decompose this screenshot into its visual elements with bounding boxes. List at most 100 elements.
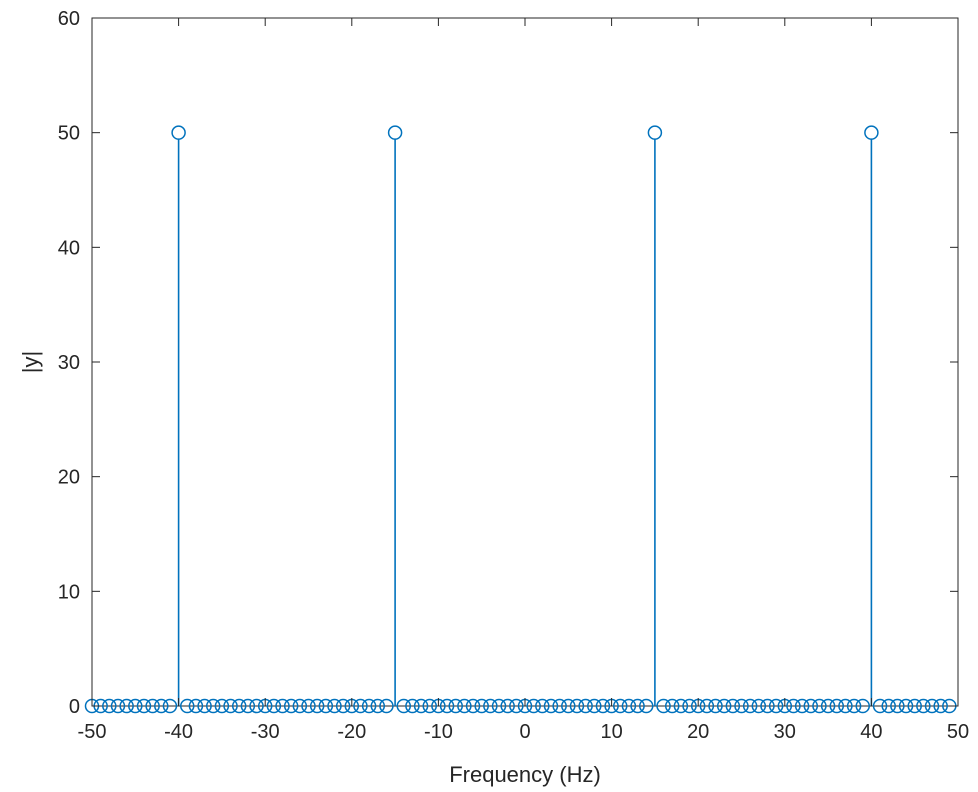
x-tick-label: -30 xyxy=(251,721,280,743)
stem-marker xyxy=(439,698,455,714)
stem-marker xyxy=(136,698,152,714)
stem-marker xyxy=(916,698,931,714)
stem-marker xyxy=(898,698,914,714)
x-tick-label: 30 xyxy=(774,721,796,743)
y-tick-label: 10 xyxy=(58,581,80,603)
stem-marker xyxy=(102,698,117,714)
markers xyxy=(84,125,957,714)
stem-marker xyxy=(500,698,515,714)
stem-marker xyxy=(708,698,723,714)
y-tick-label: 50 xyxy=(58,123,80,145)
stem-marker xyxy=(803,698,819,714)
stem-marker xyxy=(673,698,689,714)
x-tick-label: 20 xyxy=(687,721,709,743)
stem-marker xyxy=(370,698,386,714)
peak-marker xyxy=(864,125,879,140)
stem-marker xyxy=(924,698,940,714)
stem-marker xyxy=(413,698,429,714)
stem-marker xyxy=(855,698,870,714)
stem-marker xyxy=(483,698,498,714)
stem-marker xyxy=(422,698,437,714)
stem-marker xyxy=(552,698,567,714)
stem-marker xyxy=(145,698,160,714)
stem-marker xyxy=(214,698,230,714)
stem-marker xyxy=(716,698,732,714)
stem-marker xyxy=(379,698,394,714)
stem-marker xyxy=(223,698,238,714)
stem-marker xyxy=(578,698,593,714)
stem-marker xyxy=(786,698,801,714)
stem-marker xyxy=(569,698,585,714)
x-tick-label: -40 xyxy=(164,721,193,743)
x-tick-label: 50 xyxy=(947,721,969,743)
x-tick-label: -10 xyxy=(424,721,453,743)
stem-marker xyxy=(327,698,342,714)
stem-marker xyxy=(448,698,463,714)
stem-marker xyxy=(846,698,862,714)
stem-marker xyxy=(275,698,290,714)
stems xyxy=(177,139,873,706)
stem-marker xyxy=(526,698,541,714)
stem-marker xyxy=(725,698,741,714)
stem-marker xyxy=(335,698,351,714)
y-axis-label: |y| xyxy=(18,351,43,373)
stem-marker xyxy=(188,698,204,714)
peak-marker xyxy=(171,125,186,140)
stem-marker xyxy=(180,698,195,714)
stem-marker xyxy=(465,698,481,714)
stem-marker xyxy=(881,698,896,714)
stem-marker xyxy=(457,698,472,714)
y-tick-label: 40 xyxy=(58,237,80,259)
stem-marker xyxy=(595,698,611,714)
stem-marker xyxy=(664,698,680,714)
stem-marker xyxy=(872,698,888,714)
stem-marker xyxy=(561,698,576,714)
stem-marker xyxy=(794,698,810,714)
stem-marker xyxy=(768,698,784,714)
stem-marker xyxy=(812,698,827,714)
x-tick-label: -20 xyxy=(337,721,366,743)
y-tick-label: 0 xyxy=(69,696,80,718)
stem-marker xyxy=(587,698,602,714)
stem-marker xyxy=(353,698,368,714)
y-tick-label: 60 xyxy=(58,8,80,30)
y-tick-label: 20 xyxy=(58,467,80,489)
peak-marker xyxy=(387,125,403,140)
stem-marker xyxy=(361,698,377,714)
x-axis-label: Frequency (Hz) xyxy=(449,762,601,787)
stem-marker xyxy=(292,698,308,714)
stem-marker xyxy=(283,698,299,714)
stem-marker xyxy=(682,698,697,714)
stem-marker xyxy=(491,698,507,714)
stem-marker xyxy=(535,698,550,714)
stem-marker xyxy=(907,698,922,714)
stem-marker xyxy=(205,698,221,714)
stem-marker xyxy=(240,698,256,714)
stem-marker xyxy=(128,698,143,714)
x-tick-label: 40 xyxy=(860,721,882,743)
y-tick-label: 30 xyxy=(58,352,80,374)
stem-marker xyxy=(656,698,671,714)
stem-marker xyxy=(751,698,767,714)
stem-marker xyxy=(110,698,126,714)
stem-marker xyxy=(699,698,715,714)
x-tick-label: 10 xyxy=(600,721,622,743)
stem-marker xyxy=(301,698,316,714)
stem-marker xyxy=(890,698,905,714)
stem-marker xyxy=(162,698,178,714)
stem-marker xyxy=(820,698,836,714)
stem-marker xyxy=(249,698,264,714)
stem-marker xyxy=(613,698,628,714)
peak-marker xyxy=(647,125,663,140)
stem-marker xyxy=(405,698,420,714)
stem-marker xyxy=(933,698,948,714)
stem-marker xyxy=(474,698,489,714)
x-tick-label: 0 xyxy=(519,721,530,743)
stem-marker xyxy=(231,698,247,714)
stem-marker xyxy=(154,698,169,714)
stem-marker xyxy=(266,698,282,714)
stem-marker xyxy=(630,698,645,714)
plot-area xyxy=(91,17,959,707)
stem-marker xyxy=(318,698,334,714)
